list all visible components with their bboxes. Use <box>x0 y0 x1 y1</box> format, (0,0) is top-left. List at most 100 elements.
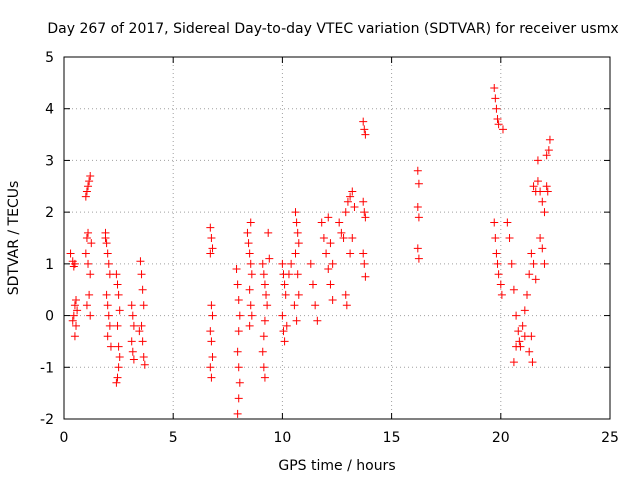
data-point <box>140 360 149 369</box>
data-point <box>348 187 357 196</box>
data-point <box>208 352 217 361</box>
data-point <box>137 270 146 279</box>
data-point <box>207 301 216 310</box>
y-tick-label: 3 <box>45 153 54 169</box>
data-point <box>294 290 303 299</box>
data-point <box>335 218 344 227</box>
data-point <box>523 290 532 299</box>
data-point <box>359 197 368 206</box>
data-point <box>85 177 94 186</box>
data-point <box>81 192 90 201</box>
data-point <box>264 228 273 237</box>
data-point <box>233 347 242 356</box>
data-point <box>81 249 90 258</box>
data-point <box>520 332 529 341</box>
data-point <box>538 197 547 206</box>
data-point <box>259 270 268 279</box>
data-point <box>206 363 215 372</box>
data-point <box>414 179 423 188</box>
data-point <box>207 234 216 242</box>
data-point <box>341 290 350 299</box>
data-point <box>70 259 79 268</box>
plot-frame <box>63 56 611 420</box>
data-point <box>306 259 315 268</box>
y-tick-label: 0 <box>45 309 54 325</box>
data-point <box>115 306 124 315</box>
data-point <box>115 352 124 361</box>
data-point <box>531 275 540 284</box>
data-point <box>84 182 93 191</box>
data-point <box>536 187 545 196</box>
data-point <box>114 342 123 351</box>
grid-lines <box>64 57 610 419</box>
data-point <box>259 332 268 341</box>
data-point <box>291 208 300 217</box>
data-point <box>525 347 534 356</box>
data-point <box>280 280 289 289</box>
x-tick-label: 5 <box>169 430 178 446</box>
data-point <box>243 228 252 237</box>
chart-title: Day 267 of 2017, Sidereal Day-to-day VTE… <box>47 21 618 37</box>
data-point <box>82 234 91 242</box>
data-point <box>84 228 93 237</box>
data-point <box>279 327 288 336</box>
data-point <box>413 166 422 175</box>
data-point <box>101 234 110 242</box>
data-point <box>82 301 91 310</box>
data-point <box>112 378 121 387</box>
data-point <box>514 327 523 336</box>
x-tick-label: 10 <box>273 430 291 446</box>
data-point <box>280 337 289 346</box>
data-point <box>326 280 335 289</box>
data-point <box>339 234 348 242</box>
data-point <box>114 363 123 372</box>
data-point <box>491 234 500 242</box>
data-point <box>313 316 322 325</box>
data-point <box>533 177 542 186</box>
data-point <box>294 239 303 248</box>
data-point <box>259 363 268 372</box>
data-point <box>542 182 551 191</box>
data-point <box>293 228 302 237</box>
data-point <box>543 187 552 196</box>
data-point <box>129 355 138 364</box>
data-point <box>505 234 514 242</box>
data-point <box>234 363 243 372</box>
data-point <box>278 311 287 320</box>
data-point <box>84 259 93 268</box>
data-point <box>322 249 331 258</box>
data-point <box>492 249 501 258</box>
data-point <box>245 249 254 258</box>
data-point <box>507 259 516 268</box>
data-point <box>127 301 136 310</box>
data-point <box>103 301 112 310</box>
data-point <box>263 301 272 310</box>
data-point <box>247 270 256 279</box>
data-point <box>234 327 243 336</box>
data-point <box>113 373 122 382</box>
data-point <box>359 117 368 126</box>
data-point <box>282 321 291 330</box>
data-point <box>139 352 148 361</box>
data-point <box>206 223 215 232</box>
data-point <box>291 249 300 258</box>
data-point <box>319 234 328 242</box>
data-point <box>207 373 216 382</box>
data-point <box>128 311 137 320</box>
data-point <box>328 259 337 268</box>
y-tick-label: 4 <box>45 102 54 118</box>
data-point <box>527 249 536 258</box>
data-point <box>324 265 333 274</box>
data-point <box>246 218 255 227</box>
data-point <box>509 285 518 294</box>
data-point <box>494 120 503 129</box>
data-point <box>492 104 501 113</box>
data-point <box>129 321 138 330</box>
data-point <box>87 239 96 248</box>
data-point <box>490 84 499 93</box>
data-point <box>232 265 241 274</box>
data-point <box>348 234 357 242</box>
data-point <box>516 342 525 351</box>
data-point <box>208 311 217 320</box>
